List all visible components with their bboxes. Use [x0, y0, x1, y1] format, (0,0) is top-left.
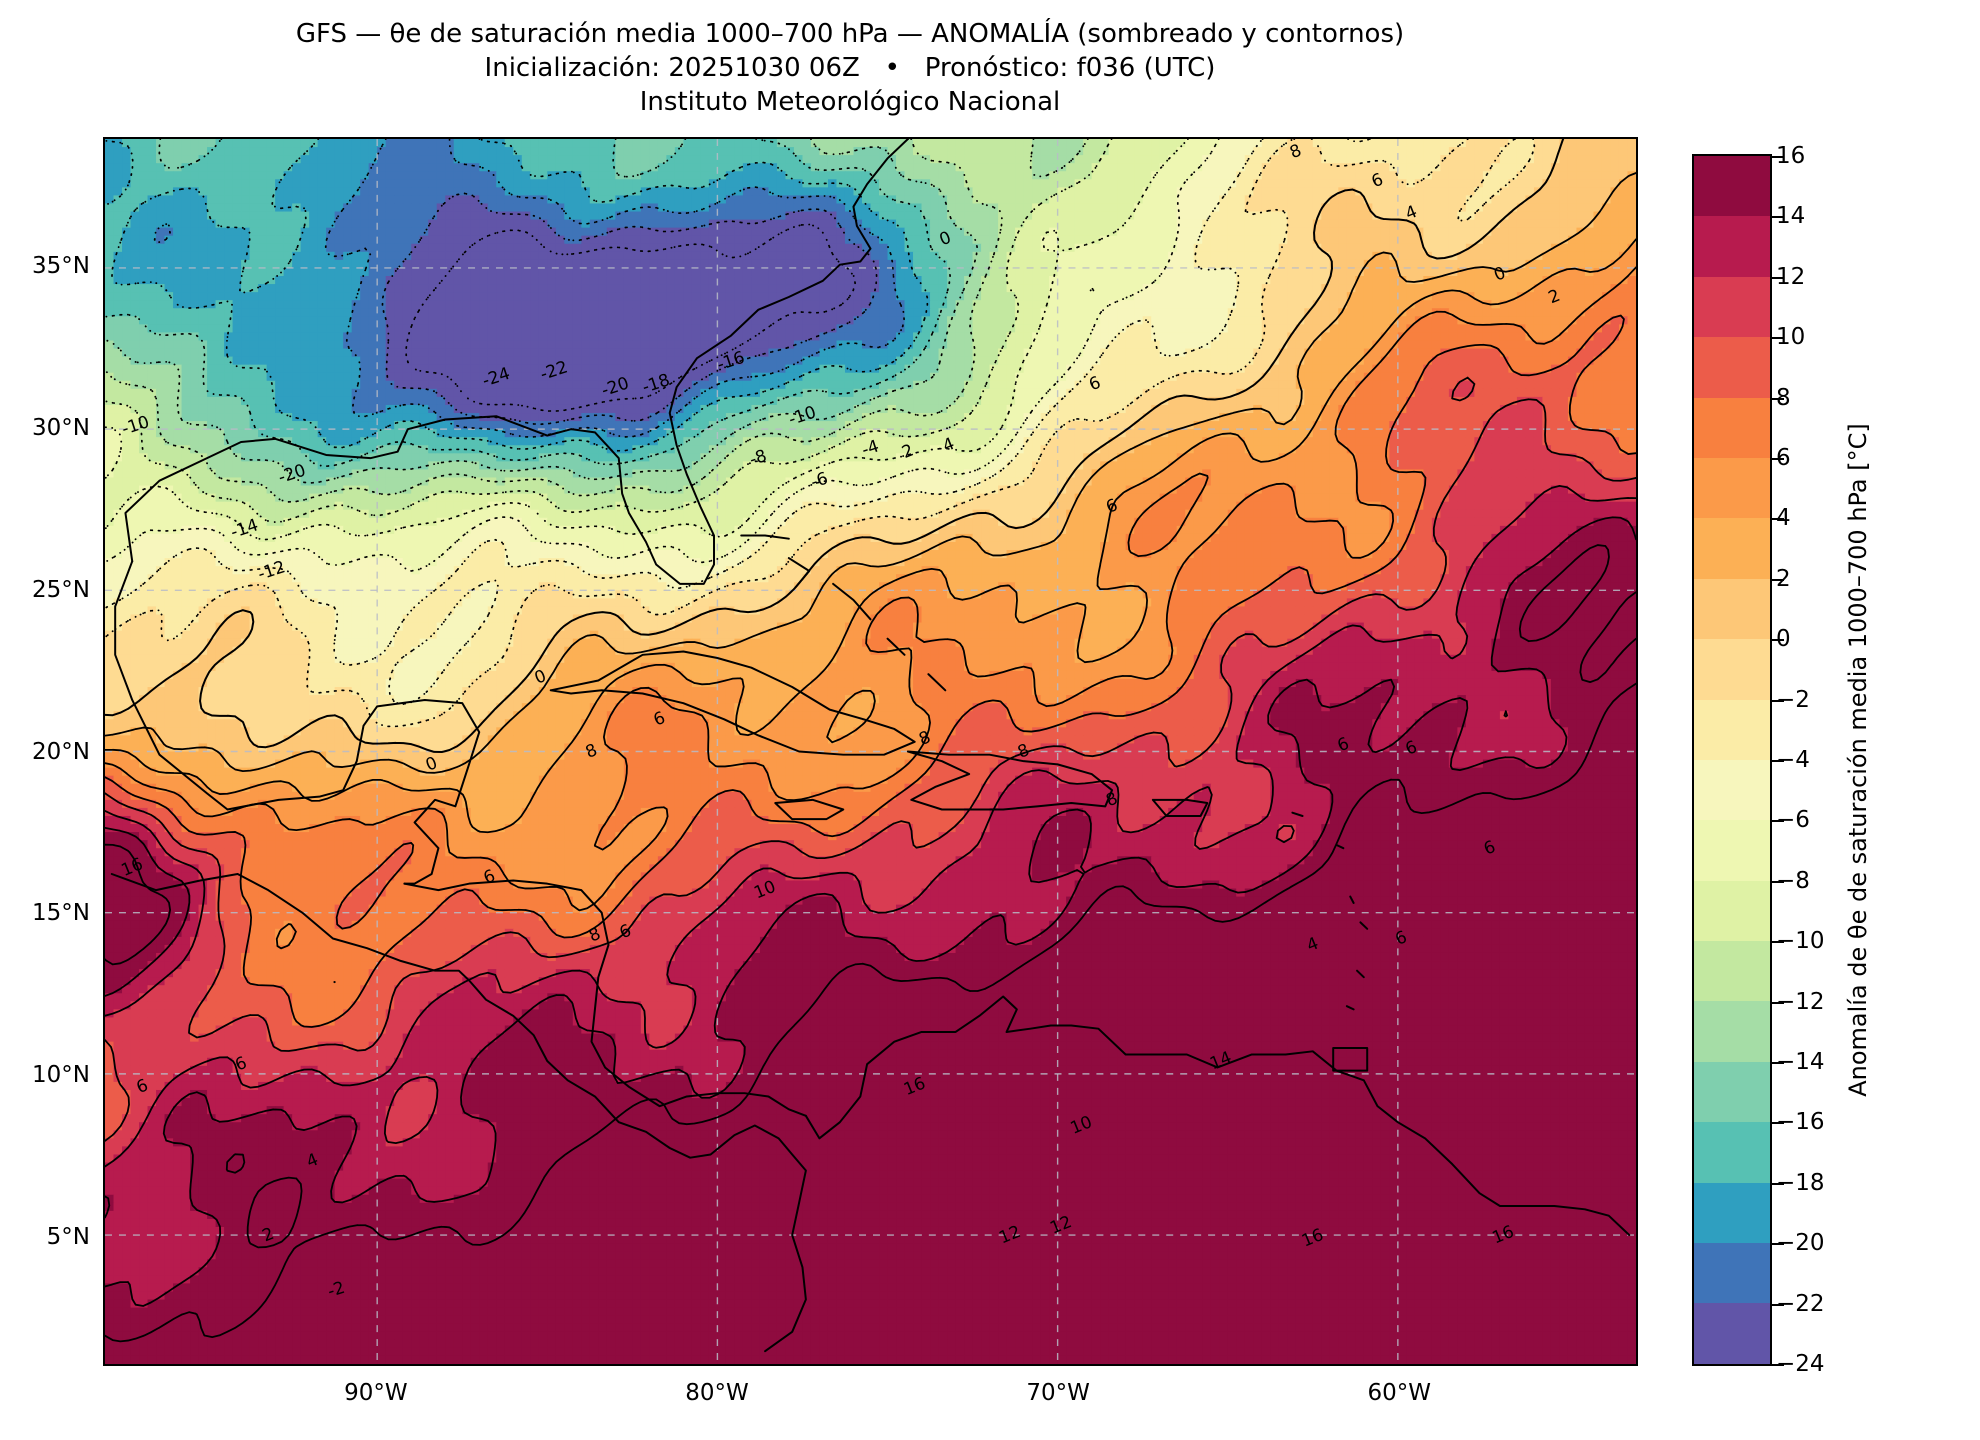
y-axis-tick-label: 35°N [0, 253, 90, 279]
colorbar-tick-label: 16 [1776, 143, 1805, 169]
colorbar-tick-label: −20 [1776, 1230, 1825, 1256]
page-title: GFS — θe de saturación media 1000–700 hP… [0, 18, 1700, 52]
y-axis-tick-label: 25°N [0, 577, 90, 603]
colorbar-band [1694, 1001, 1770, 1061]
y-axis-tick-label: 30°N [0, 415, 90, 441]
colorbar-band [1694, 1303, 1770, 1363]
colorbar-tick-label: −12 [1776, 989, 1825, 1015]
colorbar-band [1694, 458, 1770, 518]
figure-subtitle: Inicialización: 20251030 06Z • Pronóstic… [0, 52, 1700, 86]
colorbar-band [1694, 1183, 1770, 1243]
colorbar-band [1694, 1122, 1770, 1182]
colorbar-tick-label: −18 [1776, 1170, 1825, 1196]
y-axis-tick-label: 20°N [0, 739, 90, 765]
colorbar-tick-label: −2 [1776, 687, 1810, 713]
x-axis-tick-label: 80°W [685, 1380, 749, 1406]
colorbar-band [1694, 820, 1770, 880]
figure-root: GFS — θe de saturación media 1000–700 hP… [0, 0, 1980, 1440]
colorbar-band [1694, 639, 1770, 699]
colorbar-tick-label: 4 [1776, 505, 1791, 531]
colorbar-band [1694, 1243, 1770, 1303]
y-axis-tick-label: 5°N [0, 1224, 90, 1250]
colorbar-band [1694, 216, 1770, 276]
colorbar-tick-label: −22 [1776, 1291, 1825, 1317]
colorbar-tick-label: −24 [1776, 1351, 1825, 1377]
colorbar-tick-label: 0 [1776, 626, 1791, 652]
x-axis-tick-label: 70°W [1026, 1380, 1090, 1406]
y-axis-tick-label: 10°N [0, 1062, 90, 1088]
colorbar-band [1694, 700, 1770, 760]
colorbar-tick-label: −8 [1776, 868, 1810, 894]
colorbar-band [1694, 518, 1770, 578]
colorbar-tick-label: 10 [1776, 324, 1805, 350]
colorbar-band [1694, 398, 1770, 458]
y-axis-tick-label: 15°N [0, 900, 90, 926]
colorbar-tick-label: 2 [1776, 566, 1791, 592]
colorbar-tick-label: 12 [1776, 264, 1805, 290]
colorbar-band [1694, 941, 1770, 1001]
colorbar-label: Anomalía de θe de saturación media 1000–… [1838, 154, 1878, 1366]
colorbar-label-text: Anomalía de θe de saturación media 1000–… [1844, 423, 1872, 1097]
colorbar-tick-label: 14 [1776, 203, 1805, 229]
colorbar-tick-label: −6 [1776, 807, 1810, 833]
colorbar-band [1694, 579, 1770, 639]
colorbar-tick-label: −16 [1776, 1109, 1825, 1135]
map-plot-area: -24 -22 -20 -18 -16 -20 -14 -12 -10 -10 -8 -6 -4 -2 0 0… [103, 137, 1638, 1366]
colorbar-tick-label: −14 [1776, 1049, 1825, 1075]
colorbar-band [1694, 760, 1770, 820]
colorbar-tick-label: −10 [1776, 928, 1825, 954]
colorbar-band [1694, 277, 1770, 337]
colorbar-tick-label: 6 [1776, 445, 1791, 471]
colorbar-band [1694, 337, 1770, 397]
anomaly-field: -24 -22-20 -18-16-20-14-12-10 -10-8-6-4-200… [105, 139, 1636, 1364]
colorbar-band [1694, 1062, 1770, 1122]
colorbar-band [1694, 881, 1770, 941]
figure-title-block: GFS — θe de saturación media 1000–700 hP… [0, 18, 1700, 119]
figure-attribution: Instituto Meteorológico Nacional [0, 86, 1700, 120]
colorbar-tick-label: −4 [1776, 747, 1810, 773]
colorbar [1692, 154, 1772, 1366]
colorbar-band [1694, 156, 1770, 216]
x-axis-tick-label: 90°W [344, 1380, 408, 1406]
x-axis-tick-label: 60°W [1367, 1380, 1431, 1406]
colorbar-tick-label: 8 [1776, 385, 1791, 411]
